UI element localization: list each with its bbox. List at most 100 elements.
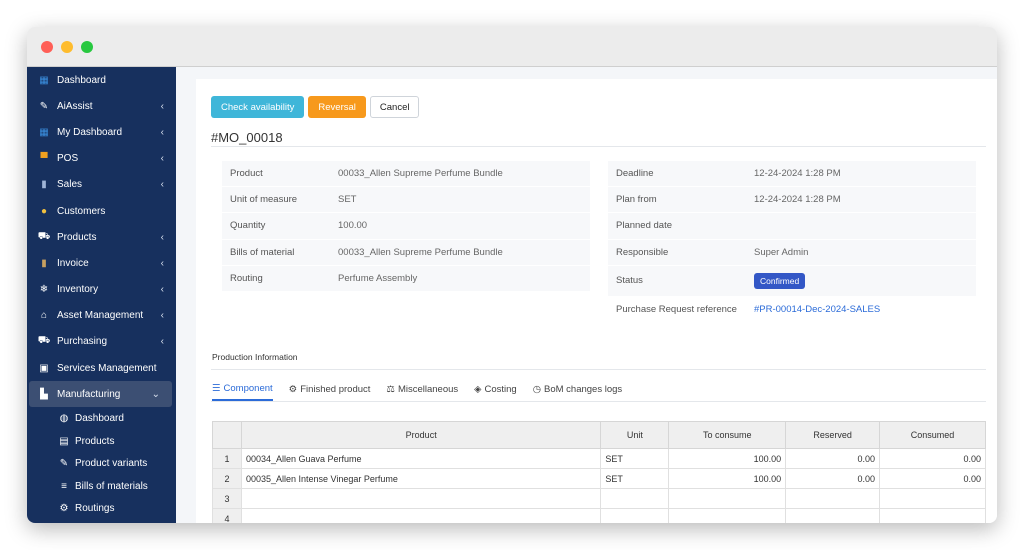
sidebar-item-inventory[interactable]: ❄ Inventory ‹: [27, 277, 176, 303]
submenu-item-label: Bills of materials: [75, 480, 148, 492]
plan-from-label: Plan from: [616, 194, 657, 206]
submenu-item-label: Dashboard: [75, 413, 124, 425]
unit-cell[interactable]: SET: [600, 468, 670, 489]
chevron-left-icon: ‹: [160, 179, 164, 191]
product-cell[interactable]: 00035_Allen Intense Vinegar Perfume: [240, 468, 602, 489]
sidebar-item-customers[interactable]: ● Customers: [27, 198, 176, 224]
minimize-window-button[interactable]: [61, 41, 73, 53]
table-header-row: Product Unit To consume Reserved Consumed: [212, 421, 986, 449]
consumed-cell[interactable]: [879, 488, 986, 509]
unit-cell[interactable]: SET: [600, 448, 670, 469]
tab-label: Finished product: [300, 383, 371, 395]
table-row: 3: [212, 488, 986, 509]
consumed-cell[interactable]: 0.00: [879, 468, 986, 489]
unit-cell[interactable]: [600, 488, 670, 509]
purchase-request-link[interactable]: #PR-00014-Dec-2024-SALES: [754, 303, 881, 315]
divider: [211, 401, 986, 402]
responsible-row: Responsible Super Admin: [608, 239, 976, 266]
chevron-left-icon: ‹: [160, 257, 164, 269]
sidebar-item-products[interactable]: ⛟ Products ‹: [27, 224, 176, 250]
consumed-cell[interactable]: 0.00: [879, 448, 986, 469]
row-number-header: [212, 421, 242, 449]
chevron-left-icon: ‹: [160, 231, 164, 243]
column-header-product[interactable]: Product: [240, 421, 602, 449]
sidebar-item-manufacturing[interactable]: ▙ Manufacturing ⌄: [29, 381, 172, 408]
sidebar-item-label: POS: [57, 153, 79, 165]
sidebar-item-my-dashboard[interactable]: ▦ My Dashboard ‹: [27, 119, 176, 145]
production-tabs: ☰ Component ⚙ Finished product ⚖ Miscellaneou…: [212, 377, 638, 401]
tab-finished-product[interactable]: ⚙ Finished product: [289, 377, 371, 401]
sidebar-item-aiassist[interactable]: ✎ AiAssist ‹: [27, 93, 176, 119]
tab-bom-changes-logs[interactable]: ◷ BoM changes logs: [533, 377, 622, 401]
maximize-window-button[interactable]: [81, 41, 93, 53]
reversal-button[interactable]: Reversal: [308, 96, 366, 118]
submenu-item-product-variants[interactable]: ✎ Product variants: [27, 452, 176, 475]
column-header-unit[interactable]: Unit: [600, 421, 670, 449]
product-cell[interactable]: [240, 508, 602, 523]
tab-icon: ☰: [212, 382, 221, 394]
sidebar-item-sales[interactable]: ▮ Sales ‹: [27, 172, 176, 198]
check-availability-button[interactable]: Check availability: [211, 96, 305, 118]
chevron-left-icon: ‹: [160, 310, 164, 322]
responsible-label: Responsible: [616, 246, 669, 258]
basket-icon: ⛟: [37, 335, 51, 347]
status-row: Status Confirmed: [608, 265, 976, 297]
row-number: 4: [212, 508, 242, 523]
page-title: #MO_00018: [211, 130, 283, 145]
invoice-icon: ▮: [41, 257, 47, 269]
reserved-cell[interactable]: [785, 508, 881, 523]
tab-costing[interactable]: ◈ Costing: [474, 377, 517, 401]
to-consume-cell[interactable]: 100.00: [668, 448, 787, 469]
reserved-cell[interactable]: 0.00: [785, 468, 881, 489]
detail-row: Unit of measure SET: [222, 187, 590, 214]
snowflake-icon: ❄: [39, 284, 49, 296]
row-number: 3: [212, 488, 242, 509]
detail-label: Unit of measure: [230, 194, 298, 206]
app-window: ▦ Dashboard ✎ AiAssist ‹ ▦ My Dashboard ‹ ▀ POS ‹ ▮…: [27, 27, 997, 523]
detail-label: Routing: [230, 272, 263, 284]
sidebar: ▦ Dashboard ✎ AiAssist ‹ ▦ My Dashboard ‹ ▀ POS ‹ ▮…: [27, 67, 176, 523]
reserved-cell[interactable]: [785, 488, 881, 509]
tab-miscellaneous[interactable]: ⚖ Miscellaneous: [386, 377, 458, 401]
product-cell[interactable]: [240, 488, 602, 509]
sidebar-item-services-management[interactable]: ▣ Services Management: [27, 355, 176, 381]
sidebar-item-label: Services Management: [57, 362, 157, 374]
sidebar-item-invoice[interactable]: ▮ Invoice ‹: [27, 250, 176, 276]
table-body: 1 00034_Allen Guava Perfume SET 100.00 0.00 0…: [212, 448, 986, 523]
sidebar-item-label: Sales: [57, 179, 83, 191]
close-window-button[interactable]: [41, 41, 53, 53]
sidebar-item-label: Customers: [57, 205, 106, 217]
submenu-item-routings[interactable]: ⚙ Routings: [27, 497, 176, 520]
toolbar: Check availability Reversal Cancel: [211, 96, 420, 118]
responsible-value: Super Admin: [754, 246, 809, 258]
cart-icon: ▀: [40, 153, 48, 165]
sidebar-item-label: My Dashboard: [57, 126, 123, 138]
main-content: Check availability Reversal Cancel #MO_0…: [176, 67, 997, 523]
sidebar-item-asset-management[interactable]: ⌂ Asset Management ‹: [27, 303, 176, 329]
divider: [211, 369, 986, 370]
sidebar-item-dashboard[interactable]: ▦ Dashboard: [27, 67, 176, 93]
column-header-consumed[interactable]: Consumed: [879, 421, 986, 449]
unit-cell[interactable]: [600, 508, 670, 523]
to-consume-cell[interactable]: [668, 488, 787, 509]
tab-icon: ⚖: [386, 383, 395, 395]
to-consume-cell[interactable]: 100.00: [668, 468, 787, 489]
to-consume-cell[interactable]: [668, 508, 787, 523]
sidebar-item-label: Invoice: [57, 257, 89, 269]
column-header-to-consume[interactable]: To consume: [668, 421, 787, 449]
sidebar-item-purchasing[interactable]: ⛟ Purchasing ‹: [27, 329, 176, 355]
product-cell[interactable]: 00034_Allen Guava Perfume: [240, 448, 602, 469]
submenu-item-dashboard[interactable]: ◍ Dashboard: [27, 407, 176, 430]
tab-component[interactable]: ☰ Component: [212, 377, 273, 401]
sidebar-item-pos[interactable]: ▀ POS ‹: [27, 146, 176, 172]
order-details-left: Product 00033_Allen Supreme Perfume Bundl…: [222, 161, 590, 292]
sidebar-item-label: AiAssist: [57, 100, 93, 112]
submenu-item-products[interactable]: ▤ Products: [27, 430, 176, 453]
reserved-cell[interactable]: 0.00: [785, 448, 881, 469]
basket-icon: ⛟: [37, 230, 51, 242]
submenu-item-bills-of-materials[interactable]: ≡ Bills of materials: [27, 475, 176, 498]
consumed-cell[interactable]: [879, 508, 986, 523]
column-header-reserved[interactable]: Reserved: [785, 421, 881, 449]
cancel-button[interactable]: Cancel: [369, 96, 420, 118]
deadline-value: 12-24-2024 1:28 PM: [754, 168, 841, 180]
